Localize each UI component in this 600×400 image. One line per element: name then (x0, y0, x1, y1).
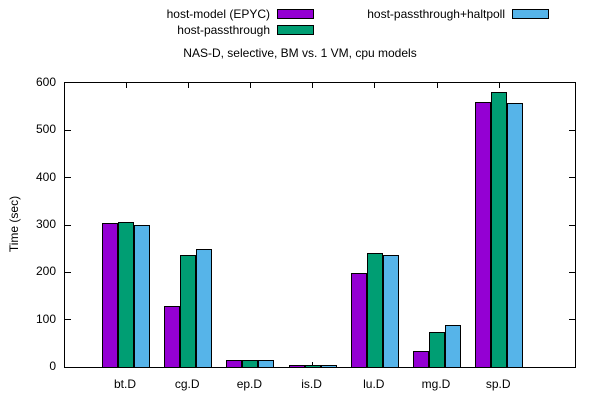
bar (180, 255, 197, 367)
y-tick-mark (569, 224, 575, 226)
x-tick-mark (312, 83, 314, 88)
legend-swatch-host-passthrough-icon (277, 25, 314, 35)
x-tick-mark (312, 362, 314, 367)
x-tick-label: mg.D (421, 377, 451, 391)
bar (366, 253, 383, 367)
bar (304, 365, 321, 367)
bar (242, 360, 259, 367)
plot-area (64, 82, 576, 368)
chart-title: NAS-D, selective, BM vs. 1 VM, cpu model… (183, 46, 417, 60)
y-tick-mark (65, 224, 71, 226)
bar (475, 102, 492, 367)
bar (134, 225, 150, 367)
legend-entry-host-passthrough-haltpoll: host-passthrough+haltpoll (367, 6, 549, 22)
x-tick-mark (125, 83, 127, 88)
y-tick-mark (65, 129, 71, 131)
legend-swatch-host-model-icon (277, 9, 314, 19)
bar (413, 351, 429, 367)
x-tick-mark (249, 83, 251, 88)
bar (350, 273, 367, 367)
x-tick-label: bt.D (113, 377, 136, 391)
bar (491, 92, 508, 367)
y-tick-mark (65, 177, 71, 179)
bar (507, 103, 524, 367)
x-tick-mark (187, 83, 189, 88)
x-tick-label: ep.D (236, 377, 263, 391)
bar (196, 249, 213, 367)
bar (320, 365, 337, 367)
x-tick-mark (436, 83, 438, 88)
legend-label-host-passthrough-haltpoll: host-passthrough+haltpoll (367, 7, 505, 21)
y-tick-label: 100 (35, 311, 56, 326)
y-tick-mark (569, 271, 575, 273)
legend-label-host-passthrough: host-passthrough (177, 23, 270, 37)
legend-entry-host-passthrough: host-passthrough (177, 22, 314, 38)
x-tick-mark (498, 83, 500, 88)
bar (445, 325, 461, 367)
y-tick-label: 200 (35, 264, 56, 279)
y-tick-label: 500 (35, 122, 56, 137)
legend-swatch-host-passthrough-haltpoll-icon (512, 9, 549, 19)
y-tick-label: 400 (35, 169, 56, 184)
bar (258, 360, 275, 367)
y-tick-mark (569, 129, 575, 131)
legend-entry-host-model: host-model (EPYC) (167, 6, 314, 22)
y-tick-label: 300 (35, 217, 56, 231)
x-tick-label: is.D (301, 377, 322, 391)
bar (288, 365, 305, 367)
y-tick-mark (569, 319, 575, 321)
y-tick-mark (569, 177, 575, 179)
bar (429, 332, 445, 367)
y-tick-mark (65, 271, 71, 273)
x-tick-label: lu.D (363, 377, 385, 391)
bar (164, 306, 181, 367)
y-tick-label: 600 (35, 75, 56, 89)
y-tick-mark (65, 319, 71, 321)
x-tick-mark (374, 83, 376, 88)
bar (102, 223, 118, 367)
x-tick-label: sp.D (485, 377, 511, 391)
legend-label-host-model: host-model (EPYC) (166, 7, 270, 21)
bar (226, 360, 243, 367)
bar (382, 255, 399, 367)
bar (118, 222, 134, 367)
x-tick-label: cg.D (174, 377, 200, 391)
y-tick-label: 0 (49, 359, 56, 373)
